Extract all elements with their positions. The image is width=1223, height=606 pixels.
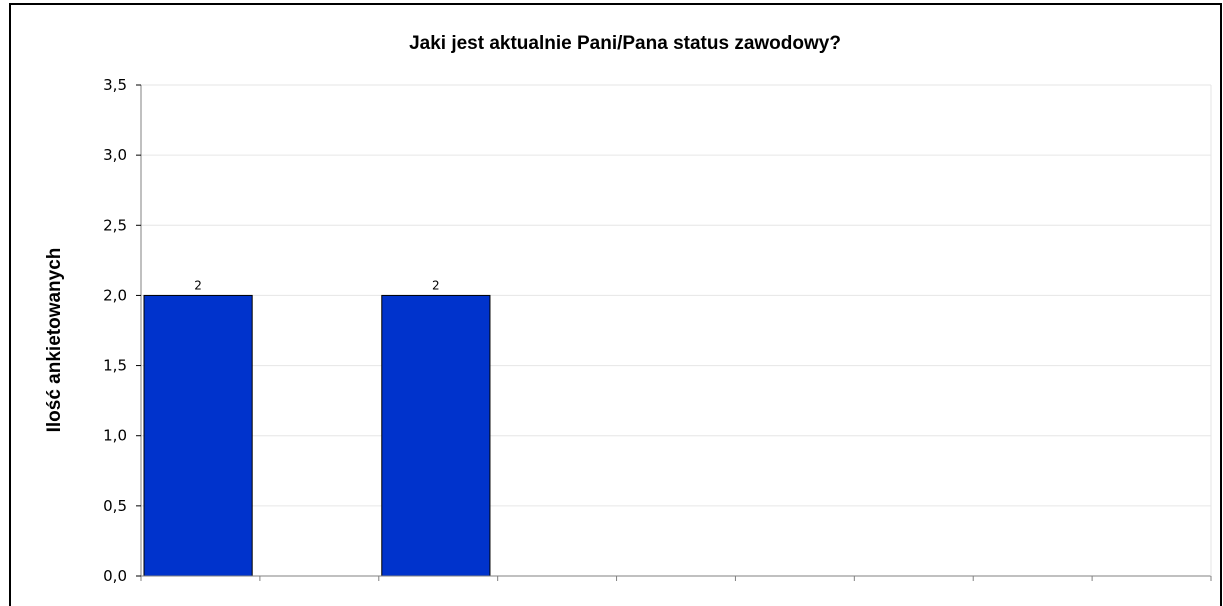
y-tick-label: 0,0	[103, 567, 127, 585]
y-tick-label: 1,0	[103, 427, 127, 445]
y-tick-label: 1,5	[103, 357, 127, 375]
y-tick-label: 2,5	[103, 216, 127, 234]
bar	[143, 294, 253, 577]
y-axis-label: Ilość ankietowanych	[44, 248, 65, 433]
bars	[143, 294, 491, 577]
y-tick-labels: 0,0 0,5 1,0 1,5 2,0 2,5 3,0 3,5	[103, 76, 141, 585]
axes	[140, 85, 1212, 581]
chart-title: Jaki jest aktualnie Pani/Pana status zaw…	[409, 33, 841, 54]
y-tick-label: 3,5	[103, 76, 127, 94]
top-strip	[0, 0, 1223, 3]
bar-data-label: 2	[194, 278, 202, 292]
y-tick-label: 3,0	[103, 146, 127, 164]
gridlines	[141, 84, 1211, 507]
y-tick-label: 2,0	[103, 286, 127, 304]
y-tick-label: 0,5	[103, 497, 127, 515]
bar	[381, 294, 491, 577]
bar-data-label: 2	[432, 278, 440, 292]
